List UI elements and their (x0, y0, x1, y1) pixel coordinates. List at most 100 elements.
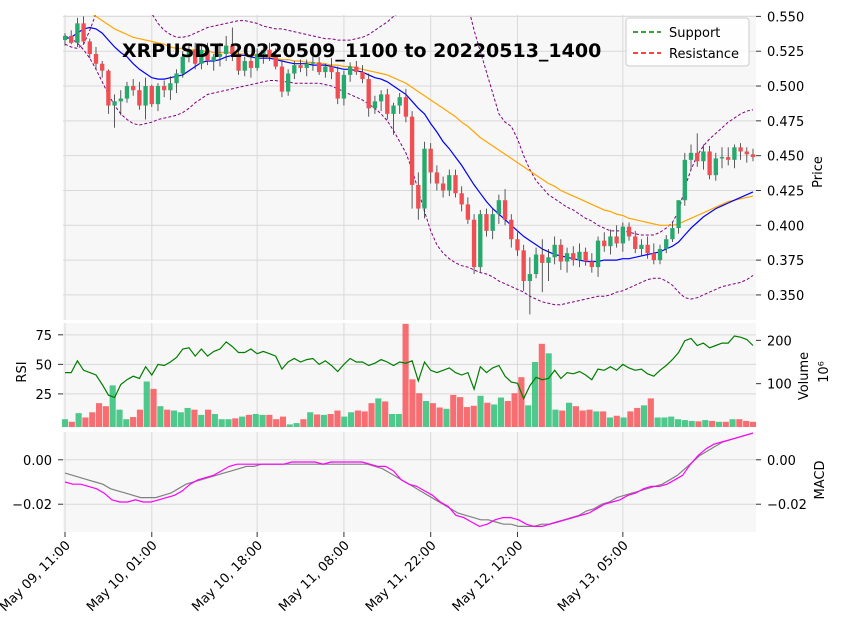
legend: Support Resistance (625, 17, 750, 67)
candle-up (180, 56, 185, 74)
volume-bars (61, 323, 757, 427)
candle-down (106, 70, 111, 106)
candle-up (261, 49, 266, 54)
candle-down (335, 72, 340, 99)
candle-down (87, 41, 92, 54)
candle-down (583, 251, 588, 262)
candle-up (732, 147, 737, 160)
candle-up (378, 94, 384, 102)
volume-bar (518, 377, 525, 427)
volume-bar (368, 403, 375, 427)
volume-bar (422, 401, 430, 427)
volume-bar (443, 408, 450, 427)
candle-up (323, 66, 328, 73)
candle-up (670, 228, 675, 240)
volume-bar (504, 401, 511, 427)
sma-fast-line (64, 26, 754, 263)
x-tick-label: May 12, 12:00 (450, 538, 527, 615)
candle-down (93, 53, 99, 64)
candle-up (552, 244, 557, 258)
volume-bar (327, 414, 334, 427)
volume-bar (627, 411, 634, 427)
volume-bar (450, 394, 457, 427)
x-tick-label: May 11, 08:00 (276, 538, 353, 615)
candle-up (372, 101, 378, 109)
candle-up (118, 98, 123, 102)
price-tick-label: 0.550 (767, 10, 804, 25)
volume-bar (552, 409, 559, 427)
volume-tick-label: 100 (767, 378, 792, 393)
candle-down (230, 45, 235, 54)
volume-bar (354, 410, 361, 427)
candle-down (360, 72, 365, 80)
candle-down (81, 23, 86, 42)
volume-bar (484, 402, 491, 427)
volume-bar (252, 414, 259, 427)
rsi-tick-label: 75 (35, 329, 52, 344)
volume-tick-label: 200 (767, 334, 792, 349)
volume-bar (123, 419, 130, 427)
volume-bar (402, 323, 409, 427)
candle-up (595, 240, 601, 268)
volume-bar (61, 419, 69, 427)
candle-up (701, 151, 706, 162)
candle-down (633, 236, 638, 249)
x-tick-label: May 10, 01:00 (84, 538, 161, 615)
price-tick-label: 0.525 (767, 45, 804, 60)
candle-up (496, 200, 502, 215)
volume-bar (715, 421, 723, 427)
volume-bar (293, 423, 300, 427)
volume-bar (545, 353, 552, 427)
candle-up (490, 214, 495, 231)
volume-bar (654, 417, 661, 427)
volume-bar (307, 412, 314, 427)
volume-bar (164, 409, 171, 427)
candle-down (416, 184, 421, 209)
candle-down (428, 148, 433, 173)
candle-down (205, 49, 210, 61)
volume-bar (491, 404, 498, 427)
candle-up (347, 66, 353, 75)
candle-up (527, 274, 533, 282)
volume-bar (593, 411, 600, 427)
macd-tick-label-right: −0.02 (767, 498, 807, 513)
volume-bar (198, 414, 205, 427)
volume-bar (157, 406, 164, 427)
candle-down (645, 244, 650, 254)
candle-down (409, 116, 415, 185)
candle-up (688, 152, 694, 160)
candle-down (484, 214, 489, 231)
candle-up (397, 97, 402, 106)
volume-bar (116, 409, 123, 427)
legend-resistance-label: Resistance (669, 47, 739, 62)
volume-bar (320, 414, 327, 427)
volume-bar (95, 403, 103, 427)
volume-bar (436, 407, 443, 427)
candle-down (651, 253, 656, 261)
volume-bar (279, 416, 287, 427)
rsi-tick-label: 25 (35, 388, 52, 403)
candle-down (137, 90, 142, 106)
volume-bar (579, 410, 586, 427)
candle-down (744, 151, 749, 155)
bollinger-upper-line (64, 15, 754, 236)
price-tick-label: 0.475 (767, 115, 804, 130)
volume-bar (736, 419, 743, 427)
x-tick-label: May 13, 05:00 (555, 538, 632, 615)
rsi-tick-label: 50 (35, 358, 52, 373)
volume-bar (191, 409, 198, 427)
candle-down (459, 193, 464, 205)
volume-bar (709, 420, 716, 427)
candle-down (329, 66, 334, 73)
volume-bar (695, 421, 702, 427)
volume-bar (136, 409, 143, 427)
volume-bar (68, 421, 75, 427)
candle-up (186, 49, 192, 57)
candle-up (478, 214, 483, 268)
volume-bar (130, 417, 137, 427)
candle-down (726, 157, 731, 160)
volume-axis-label: Volume (797, 352, 812, 400)
candle-down (100, 63, 105, 71)
